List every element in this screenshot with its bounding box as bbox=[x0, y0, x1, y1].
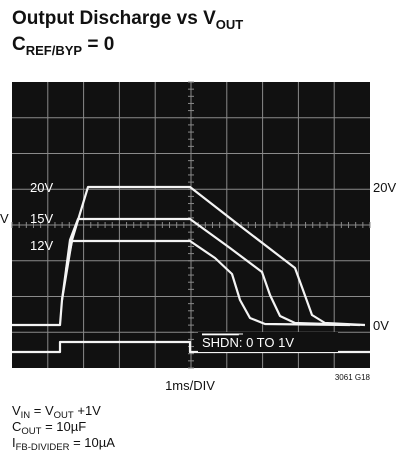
title-subscript: REF/BYP bbox=[26, 43, 83, 58]
title-subscript: OUT bbox=[216, 17, 244, 32]
page: Output Discharge vs VOUT CREF/BYP = 0 20… bbox=[0, 0, 420, 470]
note-subscript: IN bbox=[21, 410, 31, 421]
note-text: = 10µA bbox=[69, 435, 115, 450]
note-text: = 10µF bbox=[41, 419, 86, 434]
trace-label: 15V bbox=[30, 211, 53, 226]
shdn-name: SHDN bbox=[202, 335, 239, 350]
trace-label: 20V bbox=[30, 180, 53, 195]
note-text: C bbox=[12, 419, 21, 434]
scope-screen: 20V 15V 12V SHDN: 0 TO 1V bbox=[12, 82, 370, 368]
right-label: 20V bbox=[373, 180, 396, 195]
shdn-label: SHDN: 0 TO 1V bbox=[202, 335, 294, 350]
timebase: 1ms/DIV bbox=[165, 378, 215, 393]
title-text: C bbox=[12, 34, 26, 55]
note: IFB-DIVIDER = 10µA bbox=[12, 435, 115, 453]
note-text: +1V bbox=[74, 403, 101, 418]
note-subscript: OUT bbox=[21, 426, 41, 437]
trace-label: 12V bbox=[30, 238, 53, 253]
figure-id: 3061 G18 bbox=[335, 373, 371, 382]
title-line1: Output Discharge vs VOUT bbox=[12, 8, 243, 32]
note-text: V bbox=[12, 403, 21, 418]
title-text: = 0 bbox=[82, 34, 114, 55]
title-text: Output Discharge vs V bbox=[12, 8, 216, 29]
note-subscript: FB-DIVIDER bbox=[16, 442, 70, 453]
note-text: = V bbox=[30, 403, 54, 418]
title-line2: CREF/BYP = 0 bbox=[12, 34, 114, 58]
right-label: 0V bbox=[373, 318, 389, 333]
shdn-rest: : 0 TO 1V bbox=[239, 335, 294, 350]
left-label: V bbox=[0, 211, 9, 226]
